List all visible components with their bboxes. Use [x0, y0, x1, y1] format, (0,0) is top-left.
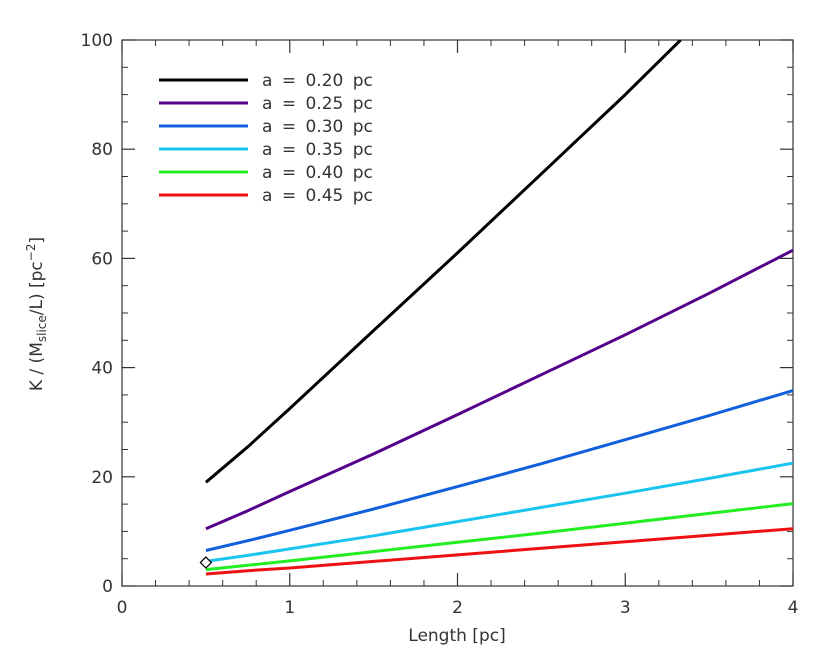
- legend-label-3: a = 0.35 pc: [262, 140, 373, 160]
- x-tick-label: 4: [788, 598, 799, 618]
- legend-label-0: a = 0.20 pc: [262, 71, 373, 91]
- x-tick-label: 0: [117, 598, 128, 618]
- y-tick-label: 0: [102, 577, 113, 597]
- y-tick-labels: 0 20 40 60 80 100: [81, 31, 113, 597]
- y-tick-label: 40: [91, 359, 113, 379]
- y-axis-title-superscript: −2: [24, 244, 38, 262]
- y-axis-title-prefix: K / (M: [27, 342, 47, 391]
- y-tick-label: 60: [91, 249, 113, 269]
- major-ticks: [121, 39, 794, 587]
- legend: a = 0.20 pc a = 0.25 pc a = 0.30 pc a = 0.3…: [159, 71, 373, 206]
- y-tick-label: 20: [91, 468, 113, 488]
- series-line-2: [205, 389, 793, 552]
- y-tick-label: 80: [91, 140, 113, 160]
- y-axis-title-middle: /L) [pc: [27, 261, 47, 315]
- x-tick-label: 1: [284, 598, 295, 618]
- legend-label-5: a = 0.45 pc: [262, 186, 373, 206]
- x-tick-label: 2: [452, 598, 463, 618]
- series-lines: [204, 40, 793, 576]
- minor-ticks: [122, 40, 793, 586]
- y-axis-title: K / (Mslice/L) [pc−2]: [24, 237, 49, 391]
- plot-frame: [121, 39, 794, 587]
- x-axis-title: Length [pc]: [408, 626, 505, 646]
- x-tick-label: 3: [620, 598, 631, 618]
- series-line-0: [204, 40, 682, 484]
- y-tick-label: 100: [81, 31, 113, 51]
- diamond-marker-0: [199, 556, 213, 569]
- legend-label-1: a = 0.25 pc: [262, 94, 373, 114]
- series-line-1: [205, 248, 793, 531]
- series-line-4: [205, 502, 793, 572]
- y-axis-title-suffix: ]: [27, 237, 47, 244]
- y-axis-title-subscript: slice: [35, 315, 49, 342]
- legend-label-2: a = 0.30 pc: [262, 117, 373, 137]
- markers: [199, 556, 213, 569]
- plot-frame-rect: [121, 39, 794, 587]
- series-line-5: [205, 527, 793, 576]
- x-tick-labels: 0 1 2 3 4: [117, 598, 799, 618]
- legend-label-4: a = 0.40 pc: [262, 163, 373, 183]
- series-line-3: [205, 461, 793, 563]
